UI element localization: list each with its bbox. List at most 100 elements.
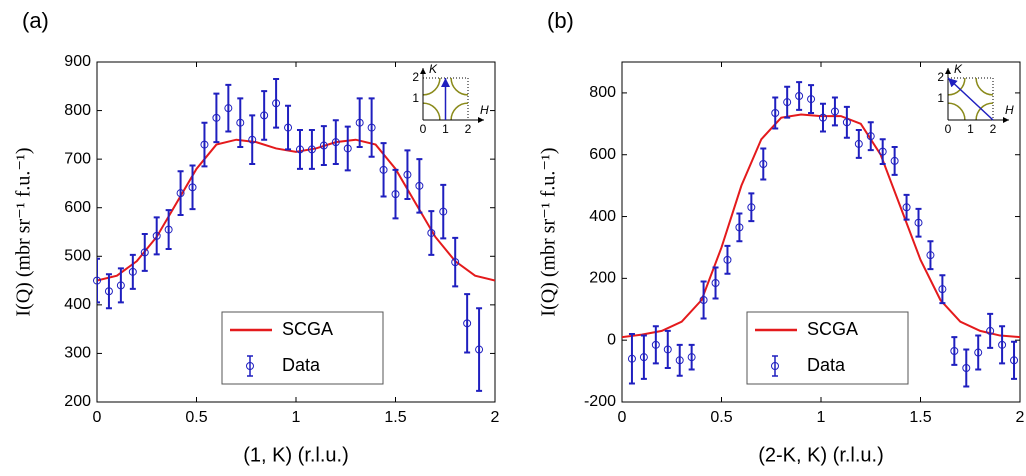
panel-label: (a): [22, 8, 49, 33]
error-bar: [676, 343, 683, 377]
inset-tick-label: 2: [937, 70, 944, 84]
y-tick-label: 300: [64, 345, 91, 362]
x-tick-label: 1.5: [909, 409, 931, 426]
error-bar: [879, 138, 886, 165]
inset-y-label: K: [429, 62, 438, 76]
error-bar: [308, 129, 315, 170]
data-point: [842, 118, 851, 127]
data-point: [116, 281, 125, 290]
data-point: [248, 135, 257, 144]
data-point: [711, 279, 720, 287]
data-point: [391, 190, 400, 199]
y-tick-label: 900: [64, 53, 91, 70]
y-tick-label: 600: [589, 146, 616, 163]
inset-bg: [934, 68, 1004, 140]
error-bar: [831, 96, 838, 127]
data-point: [950, 347, 959, 355]
data-point: [818, 113, 827, 122]
legend-errorbar: [772, 355, 778, 377]
data-point: [962, 364, 971, 372]
y-tick-label: 800: [589, 84, 616, 101]
data-point: [236, 118, 245, 127]
error-bar: [368, 97, 375, 158]
legend-label: Data: [282, 355, 321, 375]
data-point: [475, 345, 484, 354]
error-bar: [117, 267, 124, 304]
data-point: [319, 141, 328, 150]
data-point: [367, 123, 376, 132]
x-tick-label: 2: [1016, 409, 1025, 426]
error-bar: [712, 266, 719, 300]
inset-x-label: H: [1005, 103, 1014, 117]
legend-label: SCGA: [282, 319, 333, 339]
inset-tick-label: 1: [442, 122, 449, 136]
inset-tick-label: 0: [420, 122, 427, 136]
legend-box: [221, 311, 384, 385]
x-tick-label: 2: [491, 409, 500, 426]
error-bar: [855, 129, 862, 159]
data-point: [176, 189, 185, 198]
legend-label: Data: [807, 355, 846, 375]
data-point: [463, 319, 472, 328]
legend-box: [746, 311, 909, 385]
x-tick-label: 0.5: [185, 409, 207, 426]
data-point: [415, 181, 424, 190]
error-bar: [392, 168, 399, 220]
error-bar: [440, 183, 447, 240]
scga-line: [622, 113, 1020, 339]
error-bar: [999, 325, 1006, 365]
data-point: [128, 267, 137, 276]
error-bar: [476, 307, 483, 392]
data-point: [902, 203, 911, 212]
data-point: [224, 104, 233, 113]
data-point: [403, 170, 412, 179]
x-tick-label: 1.5: [384, 409, 406, 426]
error-bar: [105, 273, 112, 310]
data-point: [1010, 356, 1019, 365]
x-tick-label: 1: [292, 409, 301, 426]
legend-label: SCGA: [807, 319, 858, 339]
error-bar: [903, 193, 910, 221]
error-bar: [296, 129, 303, 170]
data-point: [830, 107, 839, 116]
error-bar: [249, 114, 256, 165]
y-tick-label: 600: [64, 199, 91, 216]
data-point: [854, 139, 863, 148]
error-bar: [736, 212, 743, 243]
data-point: [890, 156, 899, 165]
data-point: [152, 231, 161, 240]
inset-tick-label: 1: [967, 122, 974, 136]
data-point: [663, 345, 672, 354]
inset-tick-label: 1: [412, 91, 419, 105]
error-bar: [356, 97, 363, 148]
data-point: [986, 326, 995, 335]
data-point: [307, 145, 316, 154]
inset-x-label: H: [480, 103, 489, 117]
y-tick-label: 500: [64, 248, 91, 265]
x-tick-label: 0: [93, 409, 102, 426]
error-bar: [165, 209, 172, 250]
data-point: [783, 98, 792, 107]
legend-marker: [771, 362, 779, 370]
legend-marker: [246, 362, 254, 370]
data-point: [355, 118, 364, 127]
data-point: [451, 258, 460, 267]
error-bar: [963, 348, 970, 388]
data-point: [93, 276, 101, 285]
error-bar: [796, 81, 803, 111]
error-bar: [177, 170, 184, 216]
error-bar: [404, 149, 411, 200]
data-point: [200, 140, 209, 149]
y-axis-label: I(Q) (mbr sr⁻¹ f.u.⁻¹): [13, 147, 35, 316]
error-bar: [808, 84, 815, 114]
error-bar: [843, 105, 850, 139]
scga-line: [97, 138, 495, 282]
error-bar: [688, 343, 695, 371]
error-bar: [285, 104, 292, 151]
data-point: [427, 228, 436, 237]
error-bar: [416, 158, 423, 214]
y-tick-label: 400: [589, 208, 616, 225]
data-point: [379, 165, 388, 174]
y-tick-label: 800: [64, 102, 91, 119]
